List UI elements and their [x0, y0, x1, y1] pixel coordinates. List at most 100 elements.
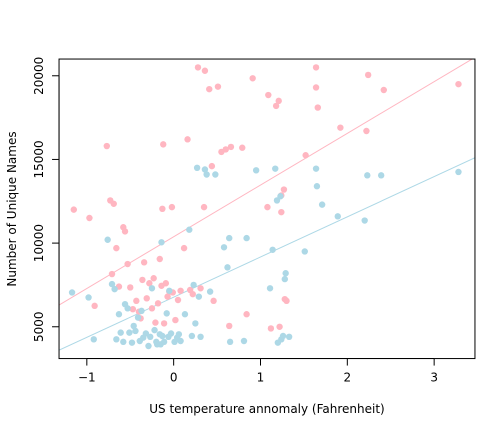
data-point-series-2: [85, 294, 92, 301]
data-point-series-1: [194, 64, 202, 71]
data-point-series-2: [134, 314, 142, 321]
data-point-series-1: [91, 302, 98, 310]
data-point-series-2: [195, 293, 203, 300]
x-tick-label: −1: [78, 371, 96, 385]
y-axis-label: Number of Unique Names: [5, 131, 19, 286]
data-point-series-1: [278, 208, 285, 216]
data-point-series-2: [201, 166, 209, 173]
data-point-series-2: [147, 333, 154, 341]
data-point-series-1: [154, 300, 162, 307]
data-point-series-1: [160, 320, 168, 327]
data-point-series-2: [193, 164, 201, 172]
data-point-series-1: [363, 127, 370, 135]
data-point-series-1: [168, 203, 176, 211]
data-point-series-1: [174, 296, 182, 304]
data-point-series-1: [275, 97, 282, 105]
data-point-series-1: [143, 295, 150, 302]
data-point-series-1: [312, 84, 320, 91]
data-point-series-1: [312, 64, 320, 71]
data-point-series-2: [455, 168, 462, 176]
data-point-series-1: [455, 80, 462, 88]
y-axis: 5000 10000 15000 20000: [32, 57, 60, 342]
data-point-series-1: [146, 280, 153, 287]
data-point-series-1: [113, 244, 120, 252]
data-point-series-2: [113, 336, 120, 343]
data-point-series-1: [210, 297, 217, 305]
data-point-series-2: [90, 336, 97, 343]
data-point-series-2: [301, 248, 308, 255]
data-point-series-1: [159, 205, 166, 212]
data-point-series-1: [272, 102, 280, 110]
data-point-series-2: [68, 289, 76, 296]
data-point-series-2: [334, 213, 341, 220]
data-point-series-1: [127, 284, 134, 291]
data-point-series-1: [200, 203, 208, 211]
data-point-series-1: [108, 270, 116, 278]
trend-line-2: [59, 157, 475, 351]
data-point-series-2: [186, 226, 193, 233]
data-point-series-1: [197, 285, 204, 292]
data-point-series-2: [272, 165, 279, 172]
data-point-series-2: [206, 288, 214, 295]
data-point-series-2: [282, 270, 289, 277]
data-point-series-1: [206, 85, 213, 93]
data-point-series-1: [124, 260, 131, 268]
data-point-series-2: [266, 285, 274, 292]
data-point-series-1: [189, 290, 196, 298]
data-point-series-1: [226, 322, 233, 330]
y-tick-label: 15000: [32, 140, 46, 178]
data-point-series-1: [201, 67, 209, 74]
data-point-series-1: [162, 280, 170, 287]
data-point-series-1: [160, 141, 167, 148]
data-point-series-1: [152, 319, 159, 326]
data-point-series-2: [167, 330, 175, 337]
data-point-series-1: [264, 203, 271, 211]
x-tick-label: 1: [257, 371, 265, 385]
data-point-series-2: [163, 310, 170, 317]
data-points: [68, 64, 462, 350]
data-point-series-1: [164, 293, 171, 300]
data-point-series-1: [222, 146, 229, 153]
x-axis: −1 0 1 2 3: [78, 358, 438, 385]
data-point-series-2: [313, 183, 321, 190]
data-point-series-2: [142, 330, 150, 337]
data-point-series-1: [177, 287, 184, 294]
data-point-series-1: [280, 186, 288, 193]
data-point-series-2: [203, 171, 210, 178]
data-point-series-1: [129, 305, 137, 313]
data-point-series-1: [239, 144, 246, 151]
data-point-series-1: [208, 162, 216, 170]
data-point-series-2: [212, 171, 219, 178]
data-point-series-1: [265, 91, 272, 99]
data-point-series-2: [158, 239, 165, 246]
data-point-series-2: [252, 167, 260, 174]
data-point-series-2: [108, 280, 116, 288]
data-point-series-1: [172, 316, 179, 324]
data-point-series-1: [276, 323, 283, 330]
data-point-series-2: [312, 165, 320, 172]
data-point-series-2: [361, 217, 368, 224]
data-point-series-2: [192, 320, 199, 327]
data-point-series-2: [188, 332, 196, 340]
data-point-series-2: [190, 281, 197, 289]
x-axis-label: US temperature annomaly (Fahrenheit): [149, 402, 384, 416]
data-point-series-2: [132, 327, 139, 335]
data-point-series-2: [226, 234, 233, 242]
data-point-series-2: [124, 305, 131, 312]
data-point-series-2: [364, 172, 371, 179]
data-point-series-2: [104, 236, 111, 243]
x-tick-label: 3: [430, 371, 438, 385]
data-point-series-2: [117, 329, 124, 336]
data-point-series-2: [281, 275, 289, 283]
data-point-series-2: [220, 244, 228, 251]
data-point-series-1: [184, 136, 191, 143]
data-point-series-2: [224, 264, 231, 271]
data-point-series-1: [380, 86, 387, 94]
y-tick-label: 20000: [32, 57, 46, 95]
data-point-series-2: [197, 333, 204, 341]
data-point-series-2: [111, 285, 118, 293]
data-point-series-2: [269, 246, 276, 253]
y-tick-label: 5000: [32, 311, 46, 342]
data-point-series-1: [150, 275, 157, 282]
